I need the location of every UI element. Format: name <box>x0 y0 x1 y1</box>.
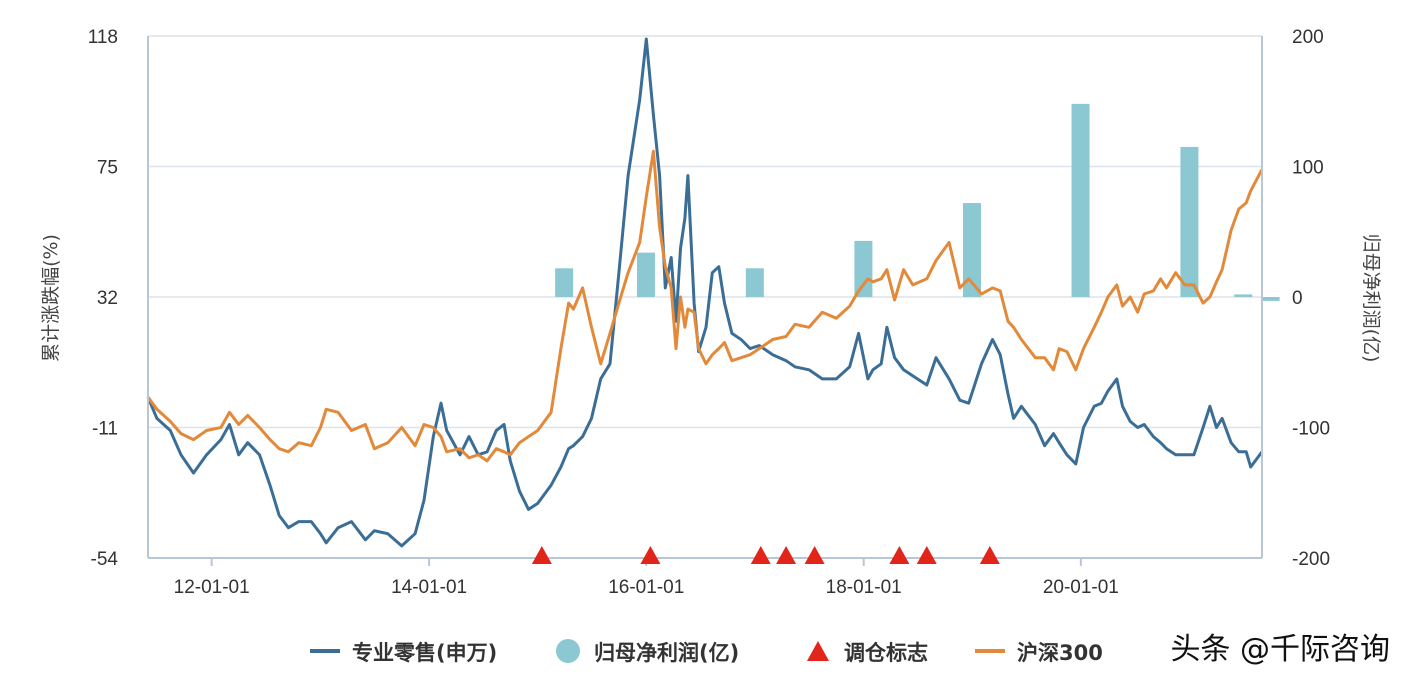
y-left-tick-label: 118 <box>88 27 118 48</box>
profit-bar <box>854 240 873 297</box>
y-axis-left-label: 累计涨跌幅(%) <box>40 234 62 362</box>
grid-lines <box>148 35 1262 559</box>
y-left-tick-label: 75 <box>97 158 118 179</box>
profit-bar <box>1071 103 1090 297</box>
x-tick-label: 16-01-01 <box>608 577 684 598</box>
x-tick-label: 20-01-01 <box>1043 577 1119 598</box>
y-left-tick-label: -54 <box>91 549 119 570</box>
retail-index-line <box>146 37 1264 548</box>
y-left-tick-label: -11 <box>92 419 118 440</box>
rebalance-marker <box>804 546 825 564</box>
profit-bar <box>636 252 655 297</box>
profit-bar <box>962 203 981 297</box>
profit-bar <box>745 268 764 297</box>
rebalance-marker <box>979 546 1000 564</box>
bar-series <box>555 103 1280 301</box>
legend-label: 调仓标志 <box>844 641 928 665</box>
x-tick-label: 12-01-01 <box>174 577 250 598</box>
profit-bar <box>1234 294 1253 297</box>
line-series <box>146 37 1264 548</box>
rebalance-marker <box>640 546 661 564</box>
legend-label: 归母净利润(亿) <box>594 641 739 665</box>
y-right-tick-label: 0 <box>1292 288 1303 309</box>
legend-label: 专业零售(申万) <box>352 641 497 665</box>
profit-bar <box>1261 297 1280 301</box>
profit-bar <box>1180 146 1199 297</box>
rebalance-marker <box>889 546 910 564</box>
hs300-line <box>146 149 1264 463</box>
tick-labels: 118 75 32 -11 -54 200 100 0 -100 -200 12-01-01 14-0… <box>88 27 1330 598</box>
rebalance-marker <box>916 546 937 564</box>
x-tick-label: 18-01-01 <box>826 577 902 598</box>
legend-label: 沪深300 <box>1017 641 1103 665</box>
legend: 专业零售(申万) 归母净利润(亿) 调仓标志 沪深300 <box>310 639 1103 665</box>
rebalance-marker <box>531 546 552 564</box>
legend-circle-swatch <box>556 639 580 663</box>
y-axis-right-label: 归母净利润(亿) <box>1360 234 1382 363</box>
legend-triangle-swatch <box>807 641 829 661</box>
marker-series <box>531 546 1000 564</box>
rebalance-marker <box>750 546 771 564</box>
y-right-tick-label: -100 <box>1292 419 1330 440</box>
axes <box>147 36 1263 566</box>
x-tick-label: 14-01-01 <box>391 577 467 598</box>
rebalance-marker <box>776 546 797 564</box>
watermark: 头条 @千际咨询 <box>1170 632 1390 667</box>
y-right-tick-label: 100 <box>1292 158 1324 179</box>
y-right-tick-label: -200 <box>1292 549 1330 570</box>
y-left-tick-label: 32 <box>97 288 118 309</box>
y-right-tick-label: 200 <box>1292 27 1324 48</box>
profit-bar <box>555 268 574 297</box>
